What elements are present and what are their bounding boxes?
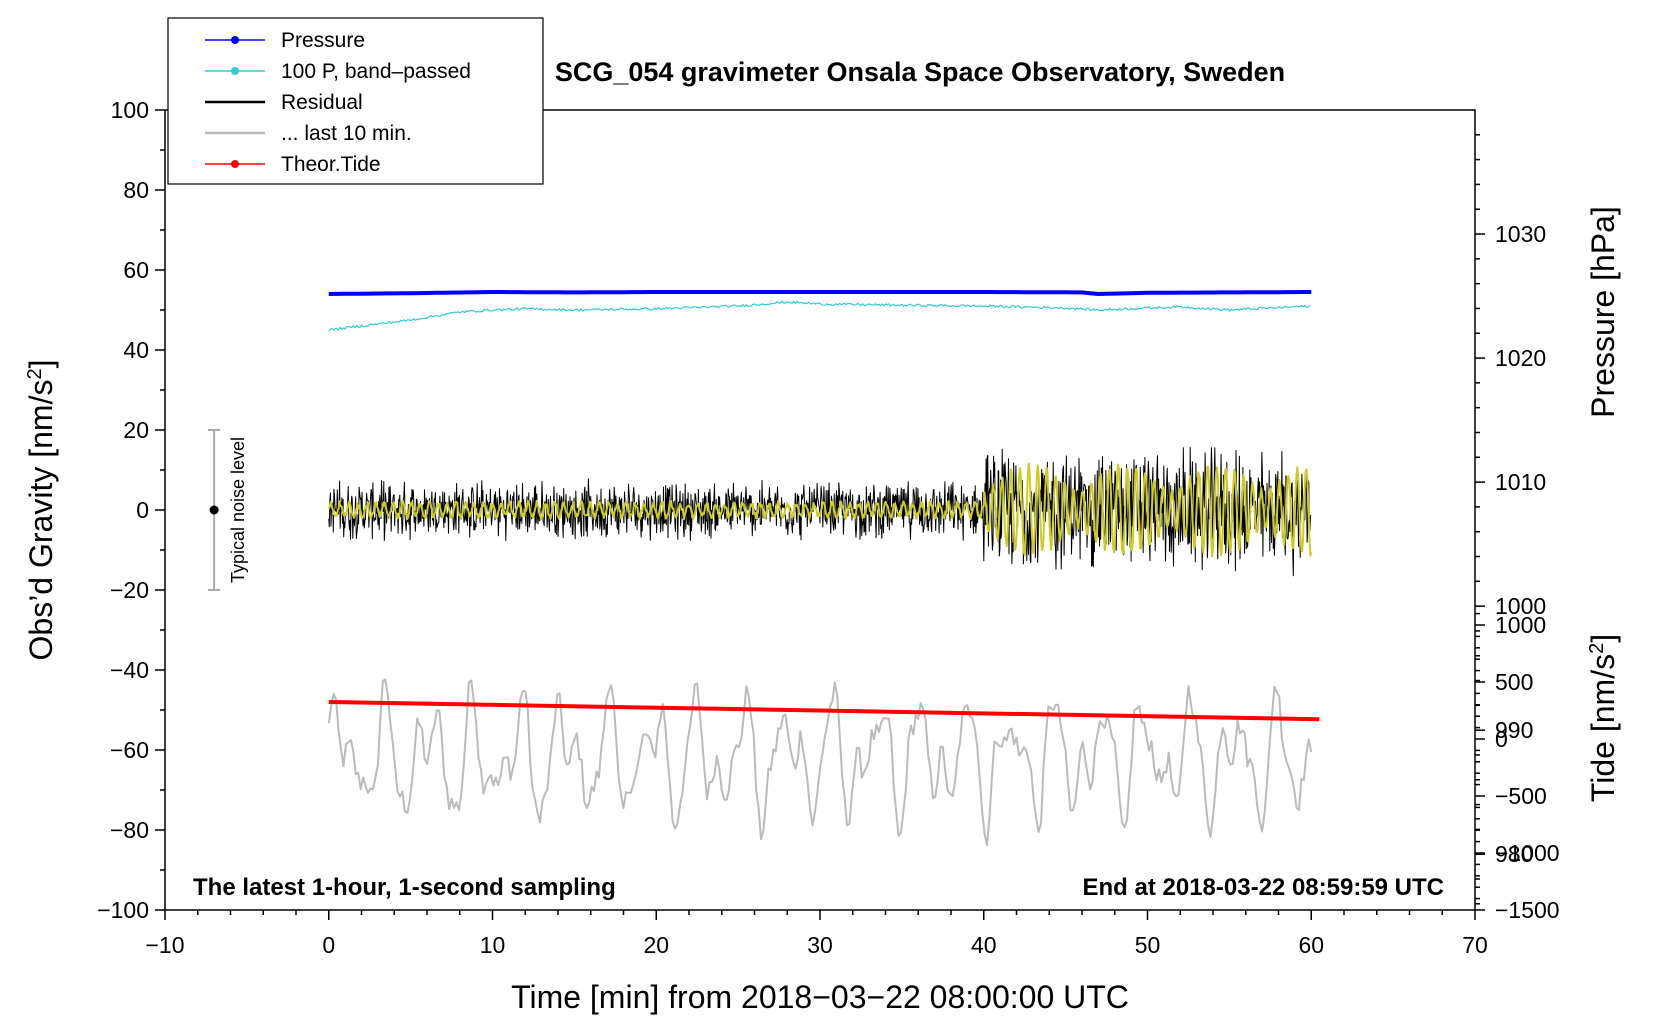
y-tick-label: 100 [111, 97, 149, 123]
y-tick-label: 80 [123, 177, 149, 203]
annotation-end-time: End at 2018-03-22 08:59:59 UTC [1083, 874, 1445, 901]
y-axis-title-gravity: Obs’d Gravity [nm/s2] [23, 360, 59, 661]
noise-bar-dot [209, 505, 219, 515]
x-tick-label: 0 [322, 932, 335, 958]
pressure-tick-label: 1020 [1495, 345, 1546, 371]
legend-label: ... last 10 min. [281, 122, 412, 145]
legend: Pressure 100 P, band–passed Residual ... la… [167, 17, 544, 185]
series-theor-tide [328, 700, 1320, 722]
series-pressure-bandpassed [328, 300, 1311, 332]
y-axis-title-gravity-sup: 2 [24, 368, 46, 379]
x-tick-label: 40 [971, 932, 997, 958]
pressure-tick-label: 980 [1495, 841, 1533, 867]
annotation-sampling: The latest 1-hour, 1-second sampling [193, 874, 616, 901]
x-tick-label: 50 [1135, 932, 1161, 958]
legend-marker [231, 160, 239, 168]
x-tick-label: 20 [643, 932, 669, 958]
y-tick-label: 40 [123, 337, 149, 363]
y-tick-label: −80 [110, 817, 149, 843]
y-axis-title-tide-sup: 2 [1586, 643, 1608, 654]
legend-label: Pressure [281, 29, 365, 52]
legend-marker [231, 36, 239, 44]
legend-label: Residual [281, 91, 363, 114]
text-layer: SCG_054 gravimeter Onsala Space Observat… [23, 57, 1621, 1015]
y-axis-title-tide-suffix: ] [1585, 634, 1621, 643]
legend-label: Theor.Tide [281, 153, 381, 176]
x-tick-label: 70 [1462, 932, 1488, 958]
y-tick-label: 60 [123, 257, 149, 283]
noise-level-label: Typical noise level [228, 437, 248, 583]
y-tick-label: 20 [123, 417, 149, 443]
x-axis-title-part-3: 22 08:00:00 UTC [885, 979, 1129, 1015]
pressure-tick-label: 990 [1495, 717, 1533, 743]
series-last-10-min [327, 678, 1313, 847]
x-axis-title-part-1: Time [min] from 2018 [511, 979, 812, 1015]
y-tick-label: −60 [110, 737, 149, 763]
legend-label: 100 P, band–passed [281, 60, 471, 83]
tide-tick-label: −1500 [1495, 897, 1560, 923]
x-tick-label: −10 [145, 932, 184, 958]
tide-tick-label: −500 [1495, 783, 1547, 809]
plot-layer [208, 290, 1320, 847]
x-tick-label: 10 [480, 932, 506, 958]
x-tick-label: 60 [1298, 932, 1324, 958]
y-tick-label: −20 [110, 577, 149, 603]
y-axis-title-gravity-prefix: Obs’d Gravity [nm/s [23, 380, 59, 661]
y-tick-label: 0 [136, 497, 149, 523]
x-axis-title-dash-2: − [867, 979, 886, 1015]
tide-tick-label: 500 [1495, 669, 1533, 695]
x-axis-title: Time [min] from 2018−03−22 08:00:00 UTC [511, 979, 1129, 1015]
y-axis-title-tide-prefix: Tide [nm/s [1585, 654, 1621, 802]
x-tick-label: 30 [807, 932, 833, 958]
y-tick-label: −40 [110, 657, 149, 683]
y-axis-title-gravity-suffix: ] [23, 360, 59, 369]
y-axis-title-pressure: Pressure [hPa] [1585, 206, 1621, 418]
series-pressure [328, 290, 1312, 296]
y-tick-label: −100 [97, 897, 149, 923]
legend-marker [231, 67, 239, 75]
x-axis-title-part-2: 03 [831, 979, 867, 1015]
pressure-tick-label: 1030 [1495, 221, 1546, 247]
axes-layer: −10 0 10 20 30 40 50 60 70−100−80−60−40−20020406… [97, 97, 1559, 958]
y-axis-title-tide: Tide [nm/s2] [1585, 634, 1621, 802]
series-residual-filtered [327, 462, 1313, 558]
x-axis-title-dash-1: − [812, 979, 831, 1015]
tide-tick-label: 0 [1495, 726, 1508, 752]
tide-tick-label: −1000 [1495, 840, 1560, 866]
pressure-tick-label: 1010 [1495, 469, 1546, 495]
tide-tick-label: 1000 [1495, 612, 1546, 638]
pressure-tick-label: 1000 [1495, 593, 1546, 619]
chart-title: SCG_054 gravimeter Onsala Space Observat… [555, 57, 1285, 87]
